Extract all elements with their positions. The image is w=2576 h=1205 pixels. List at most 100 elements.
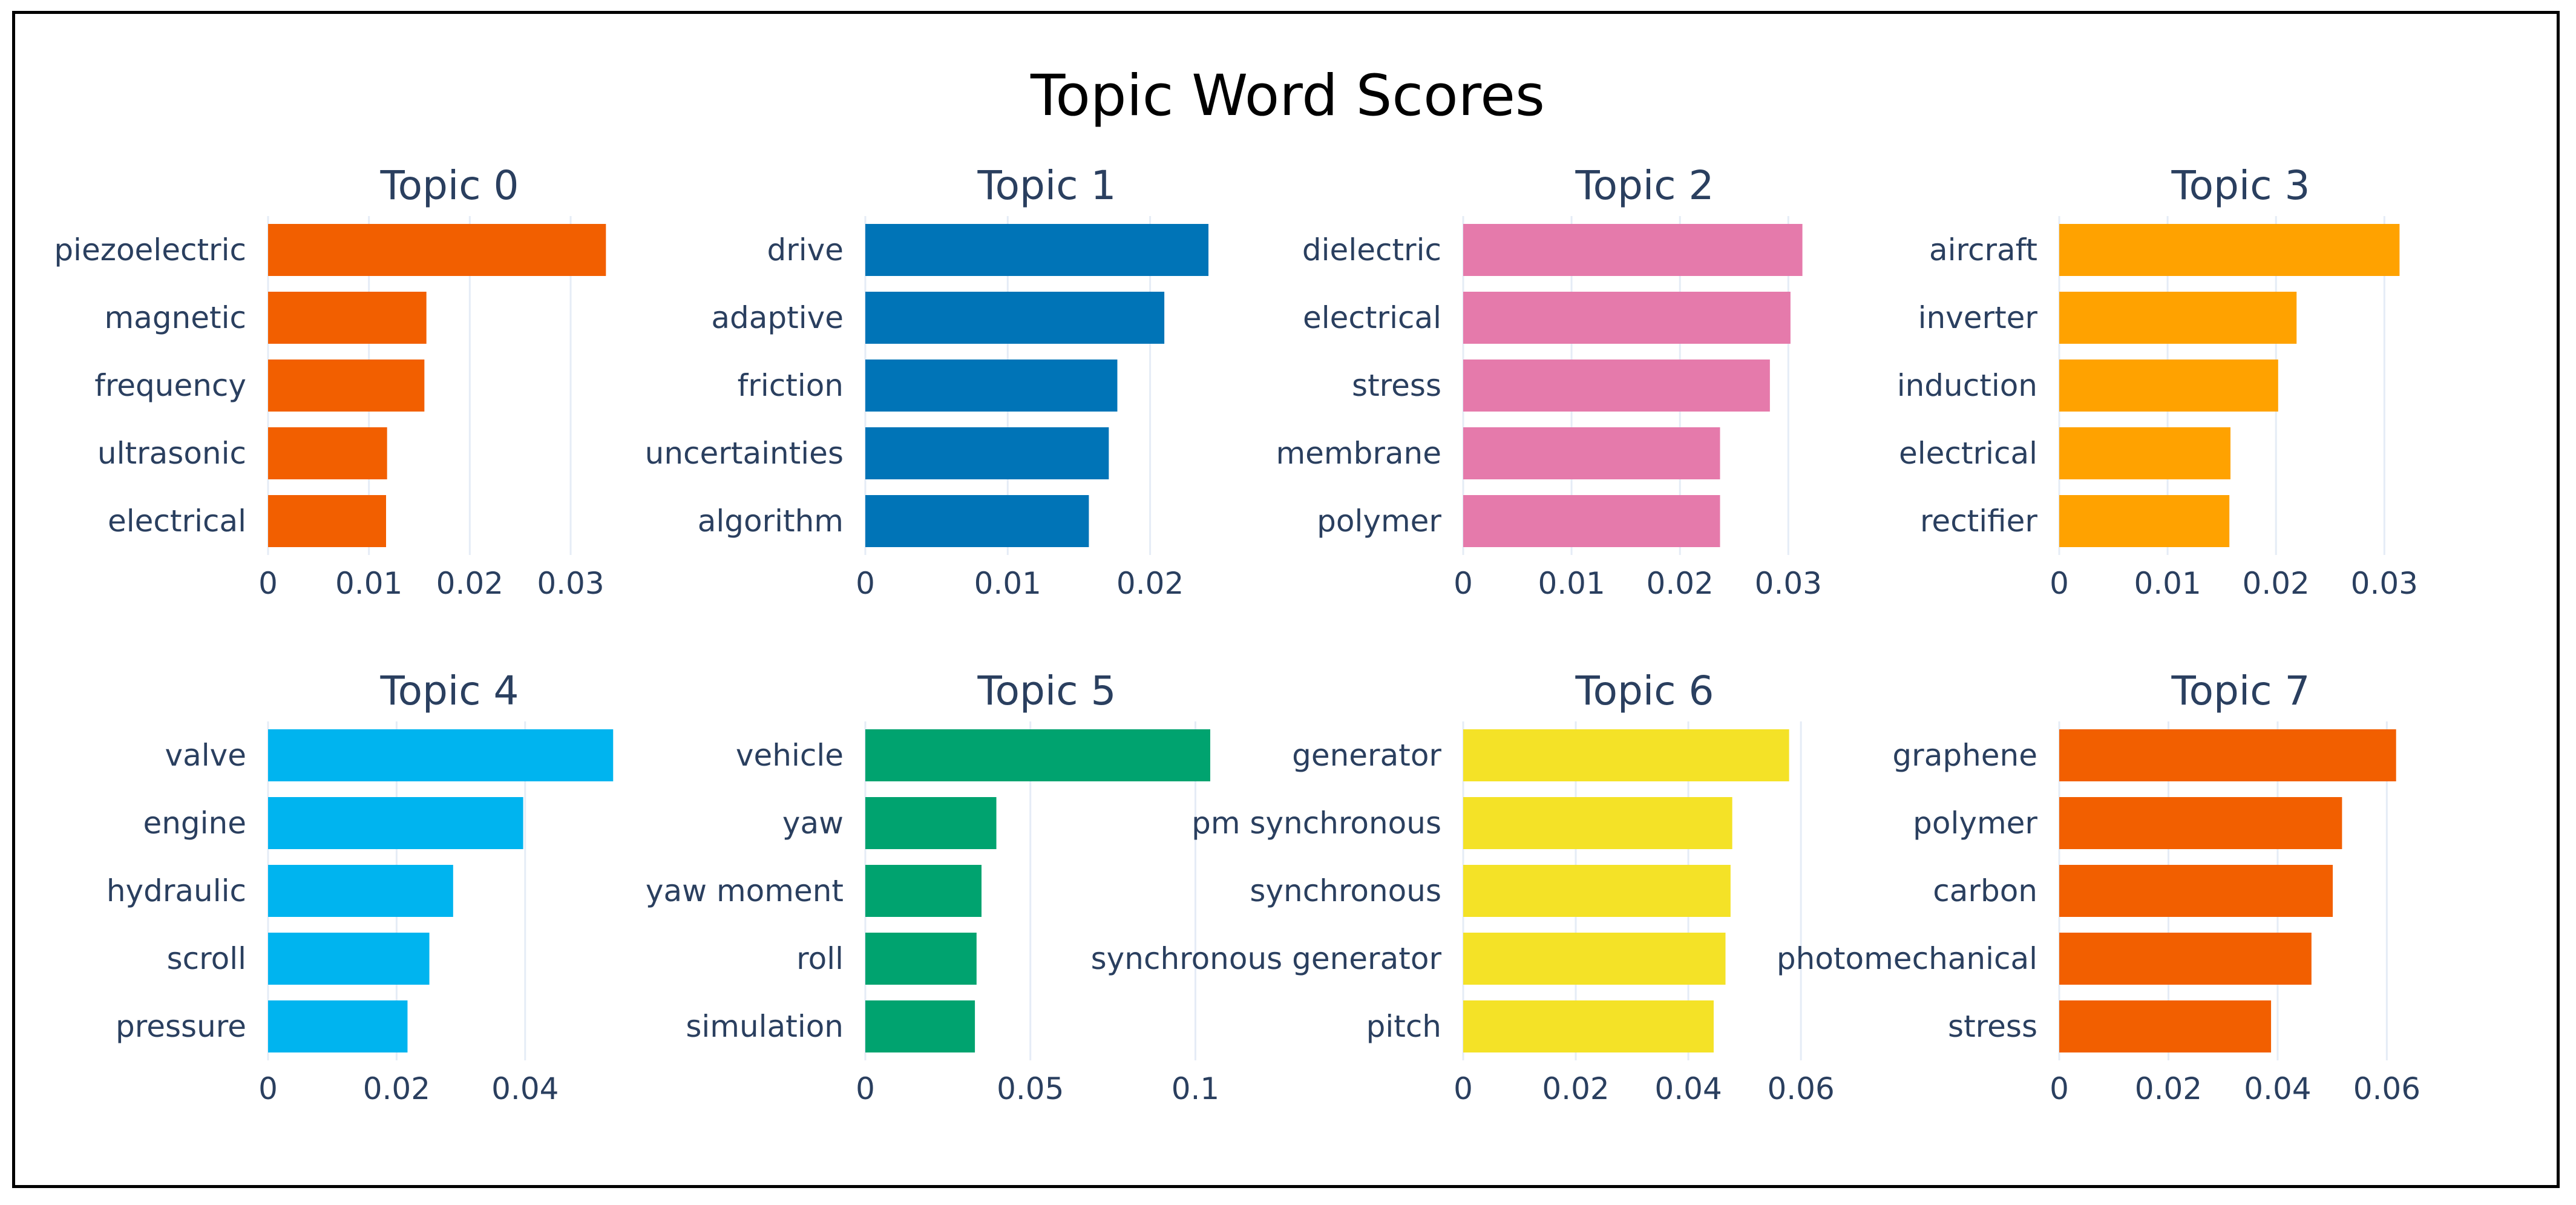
x-tick-label: 0.01 — [2134, 566, 2201, 601]
category-label: electrical — [1899, 436, 2037, 471]
bar — [268, 495, 386, 547]
x-tick-label: 0 — [1454, 1071, 1473, 1106]
x-tick-label: 0.02 — [1116, 566, 1184, 601]
bar — [2059, 495, 2230, 547]
category-label: stress — [1948, 1009, 2037, 1044]
category-label: ultrasonic — [97, 436, 246, 471]
x-tick-label: 0 — [856, 566, 875, 601]
bar — [1463, 427, 1720, 479]
bar — [865, 292, 1165, 344]
panel-title: Topic 2 — [1575, 162, 1714, 209]
category-label: uncertainties — [645, 436, 844, 471]
panel-topic-1: Topic 1 0 0.01 0.02 drive adaptive friction unc… — [645, 162, 1209, 601]
bar — [865, 865, 982, 917]
category-label: synchronous generator — [1091, 941, 1442, 976]
bar — [2059, 427, 2230, 479]
x-tick-label: 0.02 — [1647, 566, 1714, 601]
bar — [865, 360, 1118, 412]
category-label: pitch — [1366, 1009, 1441, 1044]
x-tick-label: 0.01 — [335, 566, 402, 601]
panel-title: Topic 5 — [977, 668, 1116, 714]
category-label: hydraulic — [107, 873, 246, 908]
category-label: scroll — [167, 941, 246, 976]
x-tick-label: 0.02 — [1542, 1071, 1609, 1106]
x-tick-label: 0.01 — [1538, 566, 1605, 601]
x-tick-label: 0.02 — [363, 1071, 430, 1106]
bar — [2059, 292, 2297, 344]
panel-topic-3: Topic 3 0 0.01 0.02 0.03 aircraft inverter indu… — [1897, 162, 2418, 601]
category-label: frequency — [94, 368, 246, 403]
category-label: friction — [738, 368, 844, 403]
bar — [2059, 729, 2396, 781]
category-label: algorithm — [698, 504, 844, 539]
x-tick-label: 0 — [856, 1071, 875, 1106]
bar — [268, 360, 425, 412]
category-label: stress — [1352, 368, 1441, 403]
bar — [1463, 729, 1789, 781]
bar — [865, 797, 997, 849]
figure-frame — [12, 11, 2560, 1188]
panel-topic-5: Topic 5 0 0.05 0.1 vehicle yaw yaw moment roll s… — [646, 668, 1219, 1106]
bar — [865, 427, 1109, 479]
bar — [1463, 292, 1791, 344]
panel-title: Topic 7 — [2171, 668, 2310, 714]
category-label: synchronous — [1250, 873, 1441, 908]
bar — [865, 729, 1210, 781]
bar — [268, 224, 606, 276]
bar — [865, 933, 977, 985]
bar — [865, 1000, 975, 1052]
bar — [268, 292, 427, 344]
bar — [1463, 360, 1770, 412]
bar — [268, 797, 523, 849]
category-label: roll — [796, 941, 844, 976]
category-label: adaptive — [711, 300, 844, 335]
x-tick-label: 0.02 — [2135, 1071, 2202, 1106]
x-tick-label: 0 — [1454, 566, 1473, 601]
category-label: membrane — [1276, 436, 1441, 471]
category-label: yaw — [782, 806, 844, 841]
bar — [1463, 865, 1731, 917]
panel-topic-6: Topic 6 0 0.02 0.04 0.06 generator pm synchron… — [1091, 668, 1835, 1106]
bar — [1463, 224, 1803, 276]
category-label: generator — [1292, 738, 1441, 773]
panels-group: Topic 0 0 0.01 0.02 0.03 piezoelectric magneti… — [54, 162, 2420, 1106]
category-label: valve — [165, 738, 246, 773]
bar — [1463, 933, 1726, 985]
category-label: inverter — [1918, 300, 2038, 335]
panel-title: Topic 4 — [380, 668, 519, 714]
x-tick-label: 0.04 — [1654, 1071, 1722, 1106]
category-label: engine — [143, 806, 246, 841]
x-tick-label: 0 — [258, 566, 278, 601]
category-label: yaw moment — [646, 873, 844, 908]
bar — [2059, 797, 2342, 849]
bar — [1463, 1000, 1714, 1052]
panel-topic-0: Topic 0 0 0.01 0.02 0.03 piezoelectric magneti… — [54, 162, 606, 601]
panel-title: Topic 0 — [380, 162, 519, 209]
category-label: carbon — [1933, 873, 2037, 908]
category-label: drive — [767, 232, 844, 268]
x-tick-label: 0.06 — [1767, 1071, 1834, 1106]
category-label: dielectric — [1302, 232, 1441, 268]
panel-title: Topic 6 — [1575, 668, 1714, 714]
category-label: aircraft — [1929, 232, 2037, 268]
bar — [2059, 360, 2278, 412]
category-label: electrical — [1303, 300, 1441, 335]
category-label: polymer — [1913, 806, 2037, 841]
x-tick-label: 0.02 — [436, 566, 503, 601]
category-label: magnetic — [104, 300, 246, 335]
bar — [268, 1000, 408, 1052]
bar — [2059, 224, 2400, 276]
bar — [1463, 495, 1720, 547]
x-tick-label: 0 — [2050, 566, 2069, 601]
category-label: pm synchronous — [1191, 806, 1441, 841]
x-tick-label: 0.03 — [537, 566, 604, 601]
x-tick-label: 0.01 — [974, 566, 1041, 601]
x-tick-label: 0.05 — [997, 1071, 1064, 1106]
bar — [268, 729, 614, 781]
category-label: photomechanical — [1777, 941, 2037, 976]
bar — [268, 933, 430, 985]
x-tick-label: 0 — [2050, 1071, 2069, 1106]
chart-title: Topic Word Scores — [1030, 63, 1545, 129]
x-tick-label: 0 — [258, 1071, 278, 1106]
